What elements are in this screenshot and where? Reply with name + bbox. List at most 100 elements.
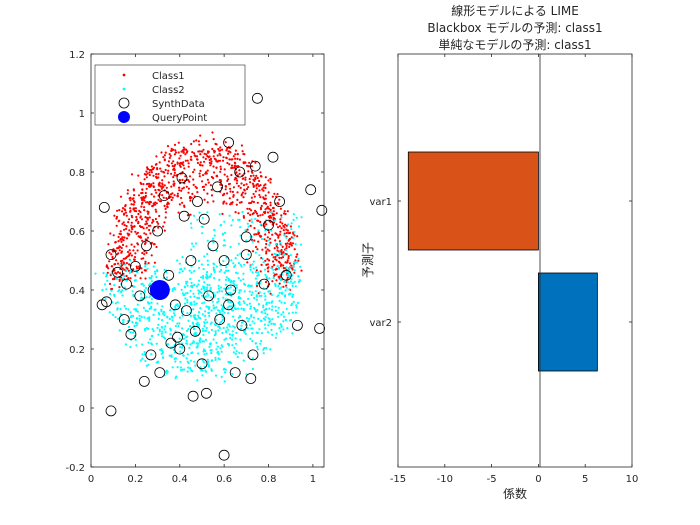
class1-point <box>128 229 131 232</box>
class2-point <box>121 294 124 297</box>
class2-point <box>227 300 230 303</box>
class1-point <box>170 185 173 188</box>
class2-point <box>234 352 237 355</box>
class1-point <box>248 161 251 164</box>
class2-point <box>145 364 148 367</box>
class2-point <box>229 245 232 249</box>
class2-point <box>104 283 107 286</box>
class2-point <box>113 284 116 287</box>
class2-point <box>178 271 181 274</box>
class2-point <box>271 318 274 321</box>
class1-point <box>247 186 250 189</box>
class2-point <box>258 294 261 298</box>
class1-point <box>129 277 132 280</box>
class1-point <box>182 151 185 154</box>
y-tick-label: 0.2 <box>69 345 85 356</box>
synthdata-point <box>163 269 175 281</box>
synthdata-point <box>314 322 326 334</box>
class2-point <box>247 297 250 300</box>
class1-point <box>267 179 270 182</box>
class1-point <box>269 208 272 211</box>
class2-point <box>171 316 174 319</box>
class2-point <box>291 282 294 285</box>
class1-point <box>236 165 240 168</box>
class1-point <box>113 277 116 280</box>
class2-point <box>266 331 270 334</box>
class1-point <box>144 238 147 241</box>
class2-point <box>255 331 258 334</box>
class1-point <box>154 217 157 221</box>
class1-point <box>264 210 267 214</box>
class2-point <box>105 273 109 276</box>
class2-point <box>225 337 228 340</box>
class2-point <box>263 347 266 350</box>
class1-point <box>121 243 125 247</box>
class2-point <box>143 316 146 319</box>
class2-point <box>270 308 274 311</box>
class2-point <box>255 266 258 269</box>
class2-point <box>223 231 227 234</box>
class2-point <box>183 285 186 288</box>
class1-point <box>256 183 259 186</box>
class2-point <box>249 305 252 308</box>
class1-point <box>235 165 238 168</box>
class1-point <box>251 200 254 203</box>
class2-point <box>283 234 286 237</box>
class1-point <box>181 149 184 152</box>
class1-point <box>115 224 118 227</box>
class2-point <box>169 327 172 330</box>
class1-point <box>263 238 266 241</box>
class1-point <box>165 186 168 189</box>
class1-point <box>226 161 229 165</box>
class2-point <box>295 304 298 307</box>
class2-point <box>239 327 243 330</box>
class2-point <box>200 263 203 266</box>
synthdata-point <box>207 240 219 252</box>
class2-point <box>258 328 261 331</box>
class2-point <box>215 306 218 309</box>
class1-point <box>219 149 222 152</box>
class1-point <box>289 241 292 244</box>
class2-point <box>204 310 207 313</box>
class1-point <box>148 203 151 206</box>
class1-point <box>213 150 216 153</box>
class1-point <box>173 194 176 197</box>
class1-point <box>204 183 207 186</box>
class2-point <box>168 354 171 357</box>
class2-point <box>240 321 243 324</box>
class2-point <box>196 379 199 382</box>
class2-point <box>215 265 218 268</box>
class1-point <box>127 277 130 280</box>
class1-point <box>193 154 196 157</box>
legend-label-synthdata: SynthData <box>152 99 205 110</box>
class2-point <box>274 219 277 222</box>
synthdata-point <box>141 240 152 252</box>
class1-point <box>228 158 231 161</box>
class1-point <box>237 184 240 188</box>
class2-point <box>156 302 159 305</box>
class2-point <box>220 304 223 307</box>
class2-point <box>274 305 277 308</box>
class2-point <box>234 257 237 260</box>
class2-point <box>280 216 283 219</box>
querypoint <box>149 280 170 300</box>
class1-point <box>124 209 127 212</box>
class2-point <box>284 318 287 322</box>
class2-point <box>274 309 278 312</box>
class1-point <box>198 143 201 146</box>
class2-point <box>178 316 181 319</box>
class2-point <box>170 354 173 357</box>
class2-point <box>291 284 294 287</box>
class2-point <box>197 296 201 300</box>
class2-point <box>222 326 225 330</box>
class2-point <box>203 289 206 292</box>
class2-point <box>272 268 275 271</box>
class2-point <box>192 314 195 317</box>
class2-point <box>150 301 153 304</box>
class1-point <box>266 263 269 266</box>
class1-point <box>146 236 149 239</box>
class1-point <box>241 177 244 180</box>
class1-point <box>245 187 249 191</box>
class1-point <box>296 253 299 256</box>
class1-point <box>281 222 284 225</box>
